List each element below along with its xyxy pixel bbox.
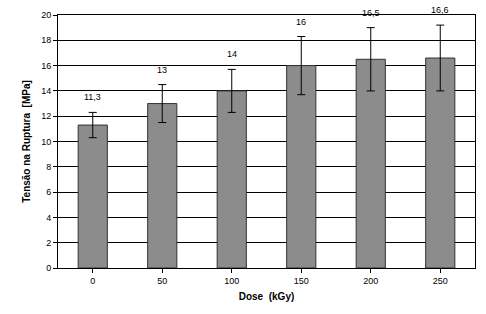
svg-text:4: 4 — [46, 213, 51, 223]
svg-text:50: 50 — [157, 276, 167, 286]
svg-text:16,6: 16,6 — [431, 5, 449, 15]
svg-text:8: 8 — [46, 162, 51, 172]
svg-text:13: 13 — [157, 65, 167, 75]
svg-text:0: 0 — [46, 263, 51, 273]
svg-text:14: 14 — [227, 49, 237, 59]
svg-text:Dose (kGy): Dose (kGy) — [239, 291, 295, 302]
svg-text:20: 20 — [41, 10, 51, 20]
svg-text:100: 100 — [224, 276, 239, 286]
svg-text:2: 2 — [46, 238, 51, 248]
svg-text:12: 12 — [41, 111, 51, 121]
svg-text:16: 16 — [296, 17, 306, 27]
svg-text:14: 14 — [41, 86, 51, 96]
svg-text:18: 18 — [41, 35, 51, 45]
svg-text:150: 150 — [294, 276, 309, 286]
svg-text:0: 0 — [90, 276, 95, 286]
svg-text:10: 10 — [41, 137, 51, 147]
svg-text:250: 250 — [433, 276, 448, 286]
svg-text:6: 6 — [46, 187, 51, 197]
svg-text:Tensão na Ruptura [MPa]: Tensão na Ruptura [MPa] — [21, 80, 32, 203]
svg-text:16,5: 16,5 — [362, 8, 380, 18]
svg-text:11,3: 11,3 — [84, 92, 101, 102]
svg-text:200: 200 — [363, 276, 378, 286]
svg-text:16: 16 — [41, 61, 51, 71]
